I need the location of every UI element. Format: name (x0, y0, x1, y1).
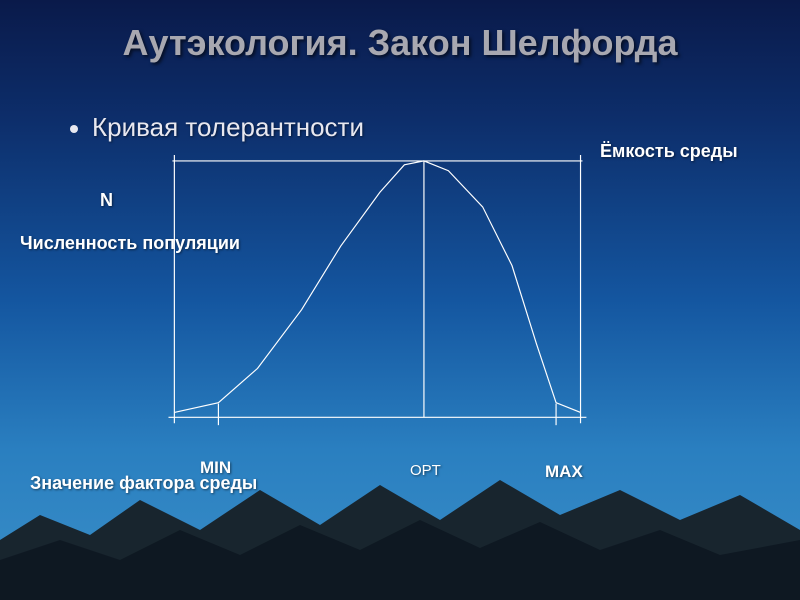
slide-title: Аутэкология. Закон Шелфорда (0, 22, 800, 64)
capacity-label: Ёмкость среды (600, 140, 738, 163)
tolerance-chart (145, 150, 605, 440)
max-label: MAX (545, 462, 583, 482)
subtitle-row: Кривая толерантности (70, 112, 364, 143)
min-label: MIN (200, 458, 231, 478)
bullet-icon (70, 125, 78, 133)
opt-label: OPT (410, 462, 441, 479)
n-label: N (100, 190, 113, 211)
subtitle-text: Кривая толерантности (92, 112, 364, 142)
slide: Аутэкология. Закон Шелфорда Кривая толер… (0, 0, 800, 600)
